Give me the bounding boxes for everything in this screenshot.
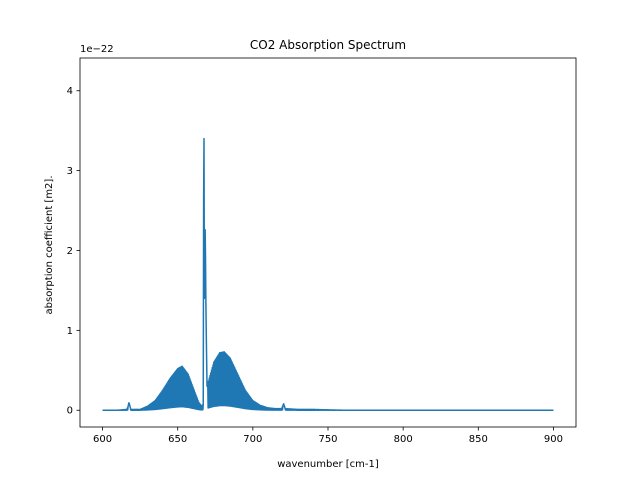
plot-area bbox=[102, 137, 554, 411]
x-tick-label: 900 bbox=[544, 434, 563, 445]
x-tick-label: 650 bbox=[168, 434, 187, 445]
x-tick-label: 600 bbox=[93, 434, 112, 445]
x-tick-label: 700 bbox=[243, 434, 262, 445]
absorption-line bbox=[102, 137, 554, 411]
y-offset-text: 1e−22 bbox=[80, 44, 114, 55]
x-tick-label: 850 bbox=[469, 434, 488, 445]
y-axis-label: absorption coefficient [m2]. bbox=[44, 176, 55, 315]
x-axis-label: wavenumber [cm-1] bbox=[277, 459, 379, 470]
y-tick-label: 3 bbox=[67, 166, 73, 177]
y-tick-label: 4 bbox=[67, 86, 73, 97]
chart-title: CO2 Absorption Spectrum bbox=[250, 38, 406, 52]
plot-frame bbox=[79, 57, 577, 428]
x-tick-label: 750 bbox=[318, 434, 337, 445]
y-tick-label: 0 bbox=[67, 406, 73, 417]
x-axis: 600 650 700 750 800 850 900 bbox=[93, 427, 563, 445]
y-tick-label: 1 bbox=[67, 326, 73, 337]
y-tick-label: 2 bbox=[67, 246, 73, 257]
x-tick-label: 800 bbox=[394, 434, 413, 445]
y-axis: 0 1 2 3 4 bbox=[67, 86, 80, 417]
